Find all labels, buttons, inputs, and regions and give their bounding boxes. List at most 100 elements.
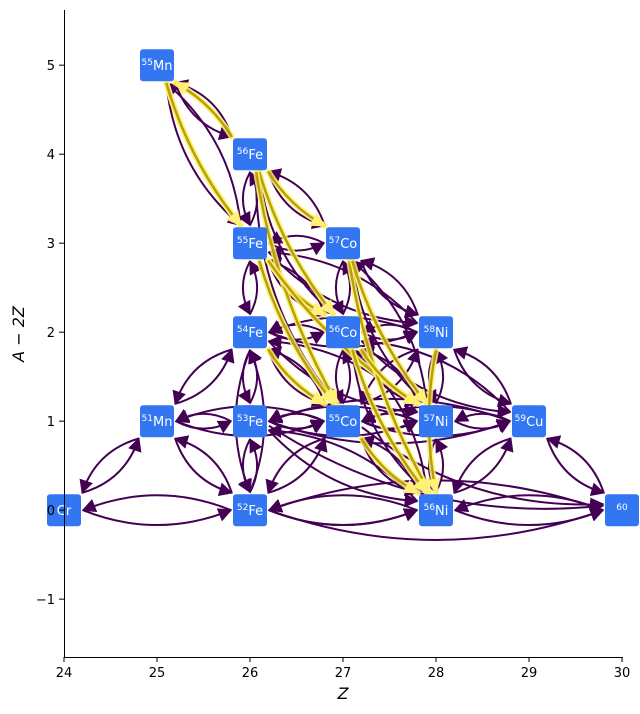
reaction-edge-co56-co57 — [342, 259, 356, 315]
y-tick-label: −1 — [36, 593, 55, 608]
reaction-edge-fe52-cr — [81, 494, 232, 512]
highlight-edge-fe55-co55 — [258, 260, 335, 405]
reaction-edge-co55-zn60 — [361, 426, 605, 512]
x-tick-label: 24 — [56, 666, 73, 681]
reaction-edge-ni58-co57 — [359, 257, 419, 316]
y-tick-label: 4 — [47, 148, 55, 163]
highlight-edge-fe56-mn55 — [173, 81, 233, 138]
reaction-edge-ni58-cu59 — [453, 349, 513, 408]
reaction-edge-mn51-fe52 — [174, 438, 234, 497]
nucleus-label: 60 — [616, 503, 628, 513]
reaction-edge-co56-co55 — [330, 349, 344, 405]
highlight-edge-mn55-fe55 — [165, 82, 242, 227]
reaction-edge-cu59-zn60 — [546, 438, 606, 497]
reaction-edge-fe53-ni56 — [268, 429, 419, 508]
nucleus-label: 56Fe — [237, 147, 263, 163]
reaction-edge-zn60-cu59 — [545, 435, 605, 494]
reaction-edge-fe54-mn51 — [172, 348, 233, 406]
nucleus-node-fe55: 55Fe — [233, 227, 267, 260]
nucleus-node-cu59: 59Cu — [512, 405, 546, 438]
reaction-edge-fe52-fe53 — [249, 437, 263, 493]
nucleus-node-ni56: 56Ni — [419, 494, 453, 527]
x-axis-label: Z — [337, 684, 350, 703]
nucleus-node-mn51: 51Mn — [140, 405, 174, 438]
y-ticks: −1 0 1 2 3 4 5 — [36, 59, 64, 608]
reaction-edge-cr-fe52 — [82, 508, 233, 526]
nucleus-node-mn55: 55Mn — [140, 49, 174, 82]
nucleus-node-fe53: 53Fe — [233, 405, 267, 438]
highlight-edge-co57-ni57 — [351, 260, 428, 405]
nucleus-label: 52Fe — [237, 503, 263, 519]
nucleus-label: 54Fe — [237, 325, 263, 341]
highlight-edge-co56-ni56 — [351, 349, 428, 494]
nucleus-box — [326, 227, 360, 260]
reaction-edge-fe54-fe55 — [249, 259, 263, 315]
reaction-edge-fe55-mn55 — [165, 82, 242, 226]
reaction-edge-mn55-fe55 — [165, 82, 242, 227]
nucleus-node-ni58: 58Ni — [419, 316, 453, 349]
nucleus-box — [419, 494, 453, 527]
nucleus-box — [233, 316, 267, 349]
y-tick-label: 2 — [47, 326, 55, 341]
highlight-edge-layer — [163, 79, 441, 496]
reaction-edge-fe55-co57 — [268, 242, 326, 256]
reaction-edge-mn51-cr — [79, 437, 140, 495]
x-tick-label: 25 — [149, 666, 166, 681]
nucleus-node-fe54: 54Fe — [233, 316, 267, 349]
reaction-edge-co57-co56 — [330, 260, 344, 316]
nucleus-node-ni57: 57Ni — [419, 405, 453, 438]
reaction-edge-ni57-cu59 — [454, 420, 512, 434]
y-tick-label: 3 — [47, 237, 55, 252]
highlight-edge-fe54-co55 — [267, 348, 327, 405]
nucleus-box — [419, 405, 453, 438]
nucleus-label: 57Ni — [424, 414, 449, 430]
nucleus-label: 56Ni — [424, 503, 449, 519]
nucleus-box — [326, 316, 360, 349]
nucleus-node-co56: 56Co — [326, 316, 360, 349]
reaction-edge-co55-co56 — [342, 348, 356, 404]
highlight-edge-co56-ni57 — [360, 348, 420, 405]
nucleus-node-co55: 55Co — [326, 405, 360, 438]
x-ticks: 24 25 26 27 28 29 30 — [56, 657, 631, 681]
reaction-edge-cu59-ni57 — [453, 409, 511, 423]
y-tick-label: 1 — [47, 415, 55, 430]
nucleus-label: 53Fe — [237, 414, 263, 430]
nucleus-label: 51Mn — [142, 414, 173, 430]
nucleus-label: 55Fe — [237, 236, 263, 252]
reaction-edge-co57-fe55 — [267, 231, 325, 245]
nucleus-box — [326, 405, 360, 438]
nucleus-box — [419, 316, 453, 349]
reaction-edge-mn51-fe54 — [174, 348, 235, 405]
reaction-edge-ni57-co57 — [351, 259, 428, 404]
nucleus-box — [233, 405, 267, 438]
node-layer: Cr55Mn51Mn56Fe55Fe54Fe53Fe52Fe57Co56Co55… — [47, 49, 639, 527]
nucleus-node-fe56: 56Fe — [233, 138, 267, 171]
reaction-edge-ni58-co56 — [360, 320, 418, 334]
nucleus-node-fe52: 52Fe — [233, 494, 267, 527]
nucleus-label: 55Mn — [142, 58, 173, 74]
edge-layer — [79, 79, 606, 541]
y-tick-label: 5 — [47, 59, 55, 74]
reaction-edge-fe52-zn60 — [268, 507, 605, 541]
reaction-edge-fe52-co55 — [267, 437, 328, 494]
nucleus-label: 58Ni — [424, 325, 449, 341]
x-tick-label: 28 — [428, 666, 445, 681]
nucleus-label: 59Cu — [515, 414, 544, 430]
y-tick-label: 0 — [47, 504, 55, 519]
nucleus-label: 56Co — [329, 325, 358, 341]
nucleus-box — [233, 227, 267, 260]
highlight-edge-co57-ni56 — [347, 260, 431, 494]
y-axis-label: A − 2Z — [9, 305, 28, 363]
highlight-edge-fe56-co57 — [267, 170, 327, 227]
reaction-edge-ni58-co55 — [358, 348, 419, 406]
nucleus-box — [233, 494, 267, 527]
nucleus-box — [605, 494, 639, 527]
reaction-edge-fe53-fe52 — [237, 438, 251, 494]
reaction-edge-cr-mn51 — [81, 437, 142, 494]
x-tick-label: 30 — [614, 666, 631, 681]
nucleus-node-zn60: 60 — [605, 494, 639, 527]
reaction-edge-co55-fe52 — [265, 437, 326, 495]
reaction-edge-fe55-fe54 — [237, 260, 251, 316]
reaction-edge-cu59-ni58 — [452, 346, 512, 405]
